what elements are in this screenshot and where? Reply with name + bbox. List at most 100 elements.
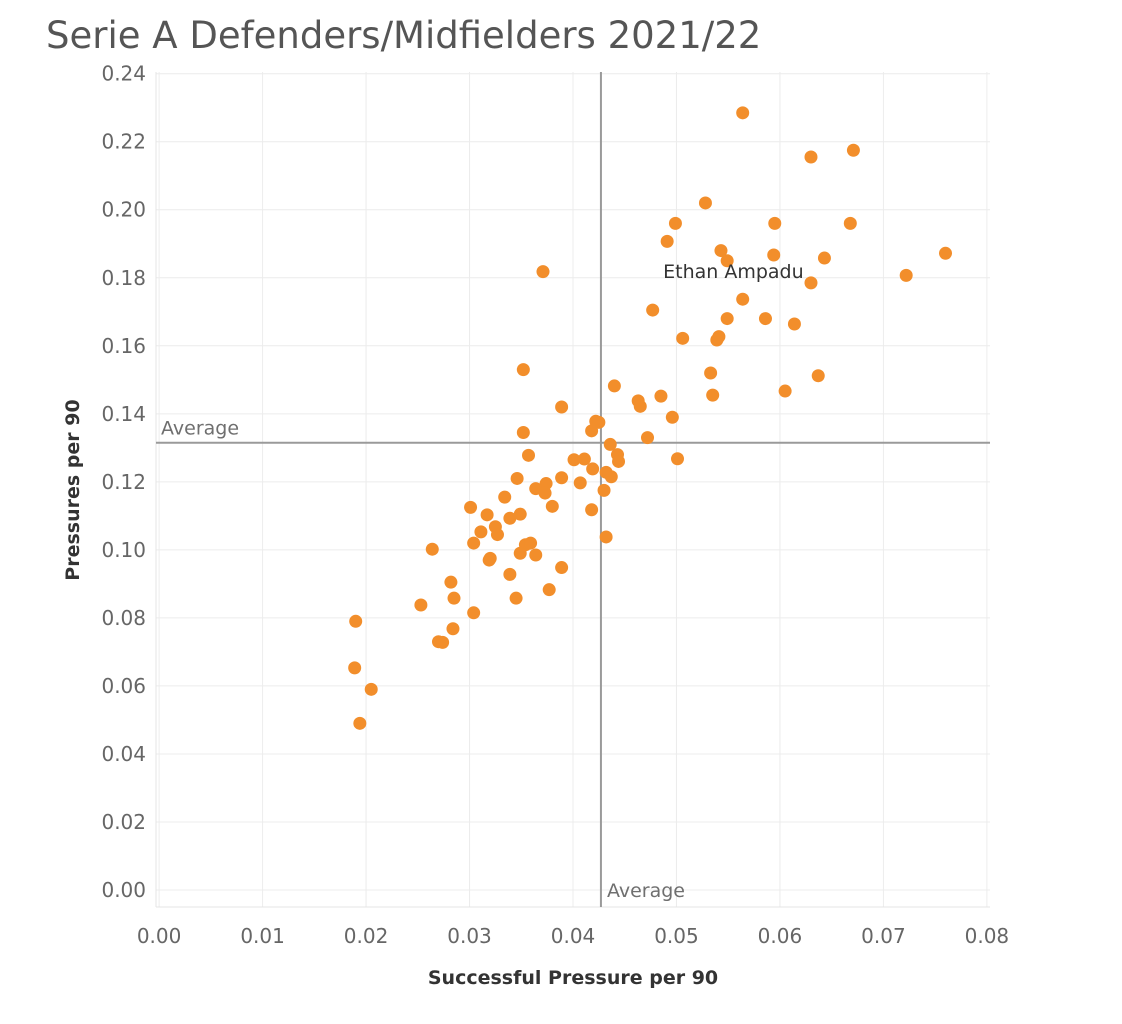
data-point	[660, 234, 674, 248]
data-point	[787, 317, 801, 331]
data-point	[768, 216, 782, 230]
x-tick-label: 0.07	[861, 924, 906, 948]
y-tick-label: 0.02	[101, 810, 146, 834]
average-label-vertical: Average	[607, 880, 685, 902]
y-tick-label: 0.20	[101, 198, 146, 222]
data-point	[939, 246, 953, 260]
x-axis-ticks: 0.00 0.01 0.02 0.03 0.04 0.05 0.06 0.07 0.08	[137, 924, 1009, 948]
data-point	[585, 503, 599, 517]
y-tick-label: 0.04	[101, 742, 146, 766]
data-point	[522, 448, 536, 462]
data-point	[483, 551, 497, 565]
y-tick-label: 0.06	[101, 674, 146, 698]
data-point	[778, 384, 792, 398]
data-point	[585, 424, 599, 438]
data-point	[804, 276, 818, 290]
x-tick-label: 0.02	[344, 924, 389, 948]
y-tick-label: 0.22	[101, 130, 146, 154]
data-point	[720, 312, 734, 326]
data-point	[536, 265, 550, 279]
data-point	[714, 244, 728, 258]
data-points	[348, 106, 953, 730]
data-point	[599, 530, 613, 544]
point-annotation: Ethan Ampadu	[663, 261, 804, 283]
data-point	[804, 150, 818, 164]
data-point	[603, 437, 617, 451]
x-tick-label: 0.01	[240, 924, 285, 948]
data-point	[503, 567, 517, 581]
data-point	[444, 575, 458, 589]
data-point	[573, 476, 587, 490]
data-point	[436, 635, 450, 649]
data-point	[592, 415, 606, 429]
y-axis-label: Pressures per 90	[62, 399, 84, 580]
y-tick-label: 0.00	[101, 878, 146, 902]
data-point	[668, 216, 682, 230]
data-point	[353, 716, 367, 730]
data-point	[447, 591, 461, 605]
x-axis-label: Successful Pressure per 90	[428, 967, 718, 989]
data-point	[474, 525, 488, 539]
data-point	[498, 490, 512, 504]
data-point	[467, 536, 481, 550]
data-point	[704, 366, 718, 380]
data-point	[846, 143, 860, 157]
data-point	[510, 471, 524, 485]
grid	[156, 72, 990, 907]
y-tick-label: 0.18	[101, 266, 146, 290]
y-tick-label: 0.16	[101, 334, 146, 358]
average-label-horizontal: Average	[161, 418, 239, 440]
data-point	[736, 106, 750, 120]
data-point	[641, 431, 655, 445]
data-point	[539, 477, 553, 491]
data-point	[676, 331, 690, 345]
x-tick-label: 0.06	[758, 924, 803, 948]
chart-title: Serie A Defenders/Midfielders 2021/22	[46, 14, 762, 57]
data-point	[604, 470, 618, 484]
x-tick-label: 0.04	[551, 924, 596, 948]
data-point	[464, 500, 478, 514]
y-tick-label: 0.24	[101, 62, 146, 86]
data-point	[425, 542, 439, 556]
data-point	[607, 379, 621, 393]
data-point	[529, 548, 543, 562]
data-point	[586, 462, 600, 476]
data-point	[665, 410, 679, 424]
y-axis-ticks: 0.00 0.02 0.04 0.06 0.08 0.10 0.12 0.14 0.16 0.18…	[101, 62, 146, 902]
data-point	[899, 268, 913, 282]
data-point	[542, 583, 556, 597]
y-tick-label: 0.10	[101, 538, 146, 562]
data-point	[509, 591, 523, 605]
data-point	[758, 312, 772, 326]
data-point	[817, 251, 831, 265]
data-point	[710, 333, 724, 347]
data-point	[446, 622, 460, 636]
data-point	[467, 606, 481, 620]
data-point	[503, 511, 517, 525]
data-point	[736, 292, 750, 306]
data-point	[490, 528, 504, 542]
data-point	[516, 426, 530, 440]
data-point	[545, 499, 559, 513]
data-point	[513, 507, 527, 521]
data-point	[555, 471, 569, 485]
data-point	[348, 661, 362, 675]
data-point	[720, 254, 734, 268]
data-point	[633, 399, 647, 413]
data-point	[698, 196, 712, 210]
y-tick-label: 0.14	[101, 402, 146, 426]
data-point	[654, 389, 668, 403]
data-point	[524, 536, 538, 550]
data-point	[567, 453, 581, 467]
data-point	[767, 248, 781, 262]
plot-frame	[155, 72, 990, 908]
data-point	[538, 486, 552, 500]
data-point	[612, 454, 626, 468]
data-point	[555, 400, 569, 414]
data-point	[597, 483, 611, 497]
x-tick-label: 0.00	[137, 924, 182, 948]
data-point	[364, 682, 378, 696]
x-tick-label: 0.08	[965, 924, 1010, 948]
data-point	[843, 216, 857, 230]
